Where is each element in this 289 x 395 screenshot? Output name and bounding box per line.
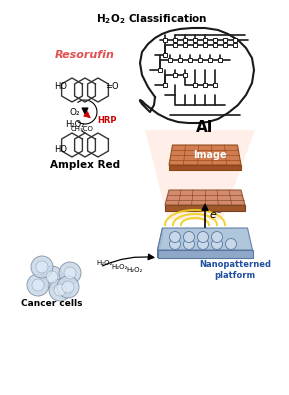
Polygon shape xyxy=(145,130,255,220)
Text: e⁻: e⁻ xyxy=(209,210,222,220)
Text: Resorufin: Resorufin xyxy=(55,50,115,60)
Bar xyxy=(208,58,212,62)
Bar xyxy=(203,83,207,87)
Bar xyxy=(213,83,217,87)
Text: O₂: O₂ xyxy=(70,107,80,117)
Text: Amplex Red: Amplex Red xyxy=(50,160,120,170)
Text: HRP: HRP xyxy=(97,115,117,124)
Bar xyxy=(213,43,217,47)
Circle shape xyxy=(32,279,44,291)
Polygon shape xyxy=(140,28,254,123)
Text: H₂O₂: H₂O₂ xyxy=(97,260,113,266)
Circle shape xyxy=(27,274,49,296)
Text: HO: HO xyxy=(55,81,68,90)
Circle shape xyxy=(184,231,194,243)
Bar xyxy=(183,38,187,42)
Bar xyxy=(163,53,167,57)
Bar xyxy=(233,43,237,47)
Circle shape xyxy=(49,279,71,301)
Text: $\mathbf{H_2O_2}$ Classification: $\mathbf{H_2O_2}$ Classification xyxy=(96,12,208,26)
Text: Cancer cells: Cancer cells xyxy=(21,299,83,307)
Polygon shape xyxy=(158,228,253,250)
Circle shape xyxy=(57,276,79,298)
Bar xyxy=(158,68,162,72)
Bar xyxy=(188,58,192,62)
Circle shape xyxy=(212,231,223,243)
Bar xyxy=(193,83,197,87)
Bar xyxy=(168,58,172,62)
Bar xyxy=(233,38,237,42)
Bar xyxy=(173,43,177,47)
Bar xyxy=(173,38,177,42)
Text: HO: HO xyxy=(55,145,68,154)
Circle shape xyxy=(170,239,181,250)
Text: =O: =O xyxy=(105,81,119,90)
Bar xyxy=(163,38,167,42)
Circle shape xyxy=(62,281,74,293)
Text: CH₃CO: CH₃CO xyxy=(71,126,93,132)
Bar xyxy=(223,38,227,42)
Polygon shape xyxy=(158,250,253,258)
Bar xyxy=(183,73,187,77)
Circle shape xyxy=(197,231,208,243)
Text: AI: AI xyxy=(196,120,214,135)
Circle shape xyxy=(170,231,181,243)
Circle shape xyxy=(197,239,208,250)
Text: H₂O₂: H₂O₂ xyxy=(127,267,143,273)
Bar xyxy=(203,38,207,42)
Bar xyxy=(218,58,222,62)
Circle shape xyxy=(46,271,58,283)
Text: Image: Image xyxy=(193,150,227,160)
Bar xyxy=(223,43,227,47)
Circle shape xyxy=(36,261,48,273)
Circle shape xyxy=(212,239,223,250)
Text: H₂O₂: H₂O₂ xyxy=(112,264,128,270)
Circle shape xyxy=(54,284,66,296)
Circle shape xyxy=(31,256,53,278)
Bar xyxy=(193,38,197,42)
Circle shape xyxy=(64,267,76,279)
Polygon shape xyxy=(165,190,245,205)
Bar xyxy=(163,83,167,87)
Polygon shape xyxy=(165,205,245,211)
Polygon shape xyxy=(169,165,241,170)
Polygon shape xyxy=(169,145,241,165)
Bar xyxy=(173,73,177,77)
Bar xyxy=(203,43,207,47)
Circle shape xyxy=(184,239,194,250)
Bar xyxy=(183,43,187,47)
Circle shape xyxy=(225,239,236,250)
Text: H₂O₂: H₂O₂ xyxy=(65,120,85,128)
Circle shape xyxy=(41,266,63,288)
Bar xyxy=(193,43,197,47)
Bar xyxy=(213,38,217,42)
Bar xyxy=(178,58,182,62)
Circle shape xyxy=(59,262,81,284)
Polygon shape xyxy=(158,228,162,258)
Text: Nanopatterned
platform: Nanopatterned platform xyxy=(199,260,271,280)
Bar xyxy=(198,58,202,62)
